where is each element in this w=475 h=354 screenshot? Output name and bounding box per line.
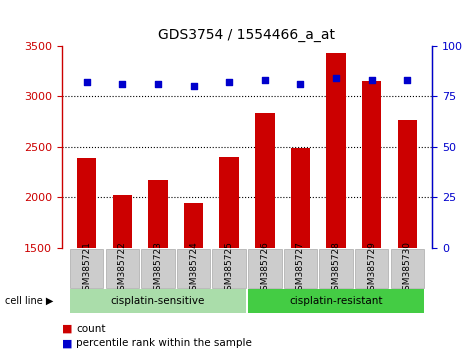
Point [296, 81, 304, 87]
Point [261, 78, 269, 83]
Point [368, 78, 376, 83]
FancyBboxPatch shape [355, 249, 389, 288]
FancyBboxPatch shape [284, 249, 317, 288]
Text: GSM385730: GSM385730 [403, 241, 412, 296]
Text: ■: ■ [62, 338, 72, 348]
Text: count: count [76, 324, 105, 333]
Bar [77, 158, 96, 248]
Bar [219, 157, 239, 248]
Text: GSM385722: GSM385722 [118, 241, 127, 296]
Point [119, 81, 126, 87]
Text: GSM385721: GSM385721 [82, 241, 91, 296]
Text: GSM385725: GSM385725 [225, 241, 234, 296]
FancyBboxPatch shape [70, 289, 246, 313]
FancyBboxPatch shape [248, 289, 424, 313]
Point [154, 81, 162, 87]
Text: cell line ▶: cell line ▶ [5, 296, 53, 306]
Point [404, 78, 411, 83]
Text: GSM385729: GSM385729 [367, 241, 376, 296]
Point [83, 80, 90, 85]
Text: cisplatin-sensitive: cisplatin-sensitive [111, 296, 205, 306]
FancyBboxPatch shape [70, 249, 104, 288]
Point [332, 75, 340, 81]
Bar [184, 204, 203, 248]
Bar [398, 120, 417, 248]
Bar [291, 148, 310, 248]
Bar [326, 53, 346, 248]
Text: GSM385726: GSM385726 [260, 241, 269, 296]
Text: GSM385723: GSM385723 [153, 241, 162, 296]
FancyBboxPatch shape [177, 249, 210, 288]
FancyBboxPatch shape [141, 249, 175, 288]
Bar [362, 81, 381, 248]
Text: cisplatin-resistant: cisplatin-resistant [289, 296, 383, 306]
Title: GDS3754 / 1554466_a_at: GDS3754 / 1554466_a_at [159, 28, 335, 42]
Text: percentile rank within the sample: percentile rank within the sample [76, 338, 252, 348]
Point [190, 84, 198, 89]
Bar [113, 195, 132, 248]
Text: GSM385727: GSM385727 [296, 241, 305, 296]
FancyBboxPatch shape [105, 249, 139, 288]
FancyBboxPatch shape [212, 249, 246, 288]
Text: GSM385728: GSM385728 [332, 241, 341, 296]
FancyBboxPatch shape [390, 249, 424, 288]
Bar [255, 113, 275, 248]
Text: ■: ■ [62, 324, 72, 333]
Text: GSM385724: GSM385724 [189, 241, 198, 296]
FancyBboxPatch shape [319, 249, 353, 288]
Point [226, 80, 233, 85]
Bar [148, 180, 168, 248]
FancyBboxPatch shape [248, 249, 282, 288]
